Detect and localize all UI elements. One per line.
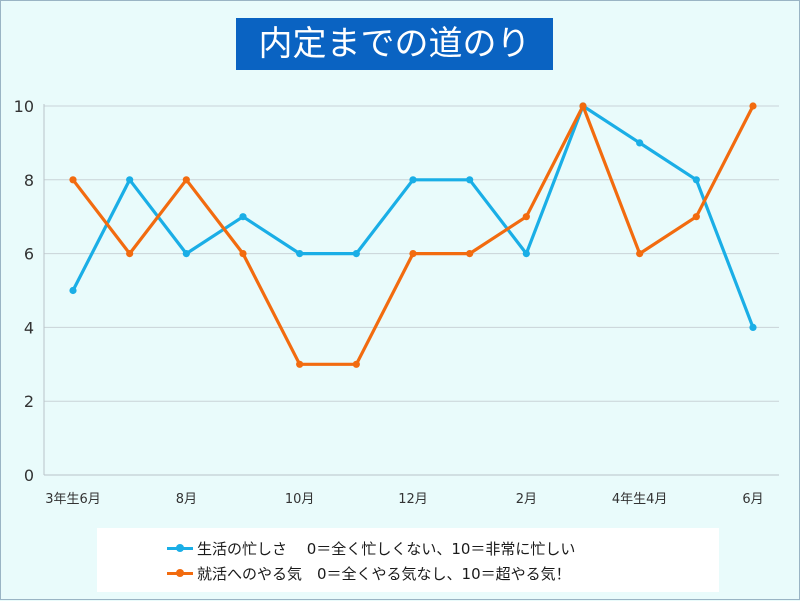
data-point-s0-2 — [182, 250, 190, 258]
series-line-0 — [71, 104, 755, 329]
chart-title: 内定までの道のり — [236, 18, 553, 70]
data-point-s1-4 — [296, 360, 304, 368]
y-tick-label-0: 0 — [24, 466, 34, 485]
data-point-s1-8 — [522, 213, 530, 221]
legend: 生活の忙しさ 0＝全く忙しくない、10＝非常に忙しい 就活へのやる気 0＝全くや… — [97, 528, 719, 592]
data-point-s0-11 — [692, 176, 700, 184]
data-point-s0-4 — [296, 250, 304, 258]
y-tick-label-10: 10 — [14, 97, 34, 116]
data-point-s1-6 — [409, 250, 417, 258]
x-tick-label-2: 8月 — [176, 492, 197, 507]
series-lines — [69, 102, 757, 368]
x-tick-labels: 3年生6月 8月 10月 12月 2月 4年生4月 6月 — [45, 492, 763, 507]
data-point-s1-12 — [749, 102, 757, 110]
data-point-s1-3 — [239, 250, 247, 258]
x-tick-label-4: 10月 — [285, 492, 315, 507]
data-point-s1-11 — [692, 213, 700, 221]
data-point-s1-2 — [182, 176, 190, 184]
legend-entry-busyness: 生活の忙しさ 0＝全く忙しくない、10＝非常に忙しい — [167, 536, 575, 560]
x-tick-label-10: 4年生4月 — [612, 492, 668, 507]
data-point-s1-5 — [352, 360, 360, 368]
data-point-s0-1 — [126, 176, 134, 184]
data-point-s0-5 — [352, 250, 360, 258]
legend-label-motivation: 就活へのやる気 0＝全くやる気なし、10＝超やる気！ — [197, 564, 571, 583]
legend-label-busyness: 生活の忙しさ 0＝全く忙しくない、10＝非常に忙しい — [197, 539, 576, 558]
series-line-1 — [71, 104, 755, 366]
x-tick-label-6: 12月 — [398, 492, 428, 507]
data-point-s0-7 — [466, 176, 474, 184]
data-point-s1-7 — [466, 250, 474, 258]
y-tick-label-4: 4 — [24, 318, 34, 337]
data-point-s0-6 — [409, 176, 417, 184]
data-point-s1-0 — [69, 176, 77, 184]
legend-swatch-busyness — [167, 543, 193, 552]
data-point-s1-9 — [579, 102, 587, 110]
legend-entry-motivation: 就活へのやる気 0＝全くやる気なし、10＝超やる気！ — [167, 561, 571, 585]
data-point-s0-3 — [239, 213, 247, 221]
y-tick-label-2: 2 — [24, 392, 34, 411]
x-tick-label-0: 3年生6月 — [45, 492, 101, 507]
legend-swatch-motivation — [167, 568, 193, 577]
axes — [43, 104, 779, 476]
data-point-s1-10 — [636, 250, 644, 258]
data-point-s0-8 — [522, 250, 530, 258]
data-point-s0-0 — [69, 286, 77, 295]
y-tick-labels: 0 2 4 6 8 10 — [14, 97, 34, 485]
x-tick-label-8: 2月 — [516, 492, 537, 507]
data-point-s0-10 — [636, 139, 644, 147]
y-tick-label-8: 8 — [24, 171, 34, 190]
data-point-s1-1 — [126, 250, 134, 258]
y-tick-label-6: 6 — [24, 245, 34, 264]
x-tick-label-12: 6月 — [742, 492, 763, 507]
data-point-s0-12 — [749, 323, 757, 331]
